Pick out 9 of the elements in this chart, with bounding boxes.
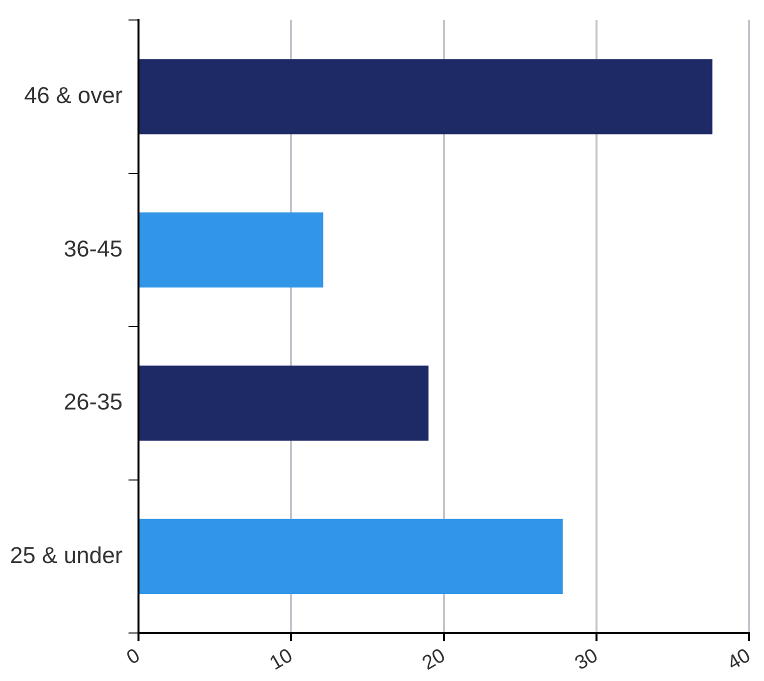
x-tick-label: 0 — [123, 644, 144, 670]
y-tick-label: 46 & over — [24, 82, 123, 108]
y-tick-label: 26-35 — [64, 388, 123, 415]
x-tick-label: 20 — [418, 644, 450, 675]
x-tick-label: 30 — [571, 644, 602, 675]
x-tick-label: 10 — [266, 644, 296, 675]
y-tick-label: 36-45 — [64, 235, 123, 262]
x-tick-label: 40 — [724, 644, 754, 675]
y-tick-label: 25 & under — [10, 542, 123, 568]
